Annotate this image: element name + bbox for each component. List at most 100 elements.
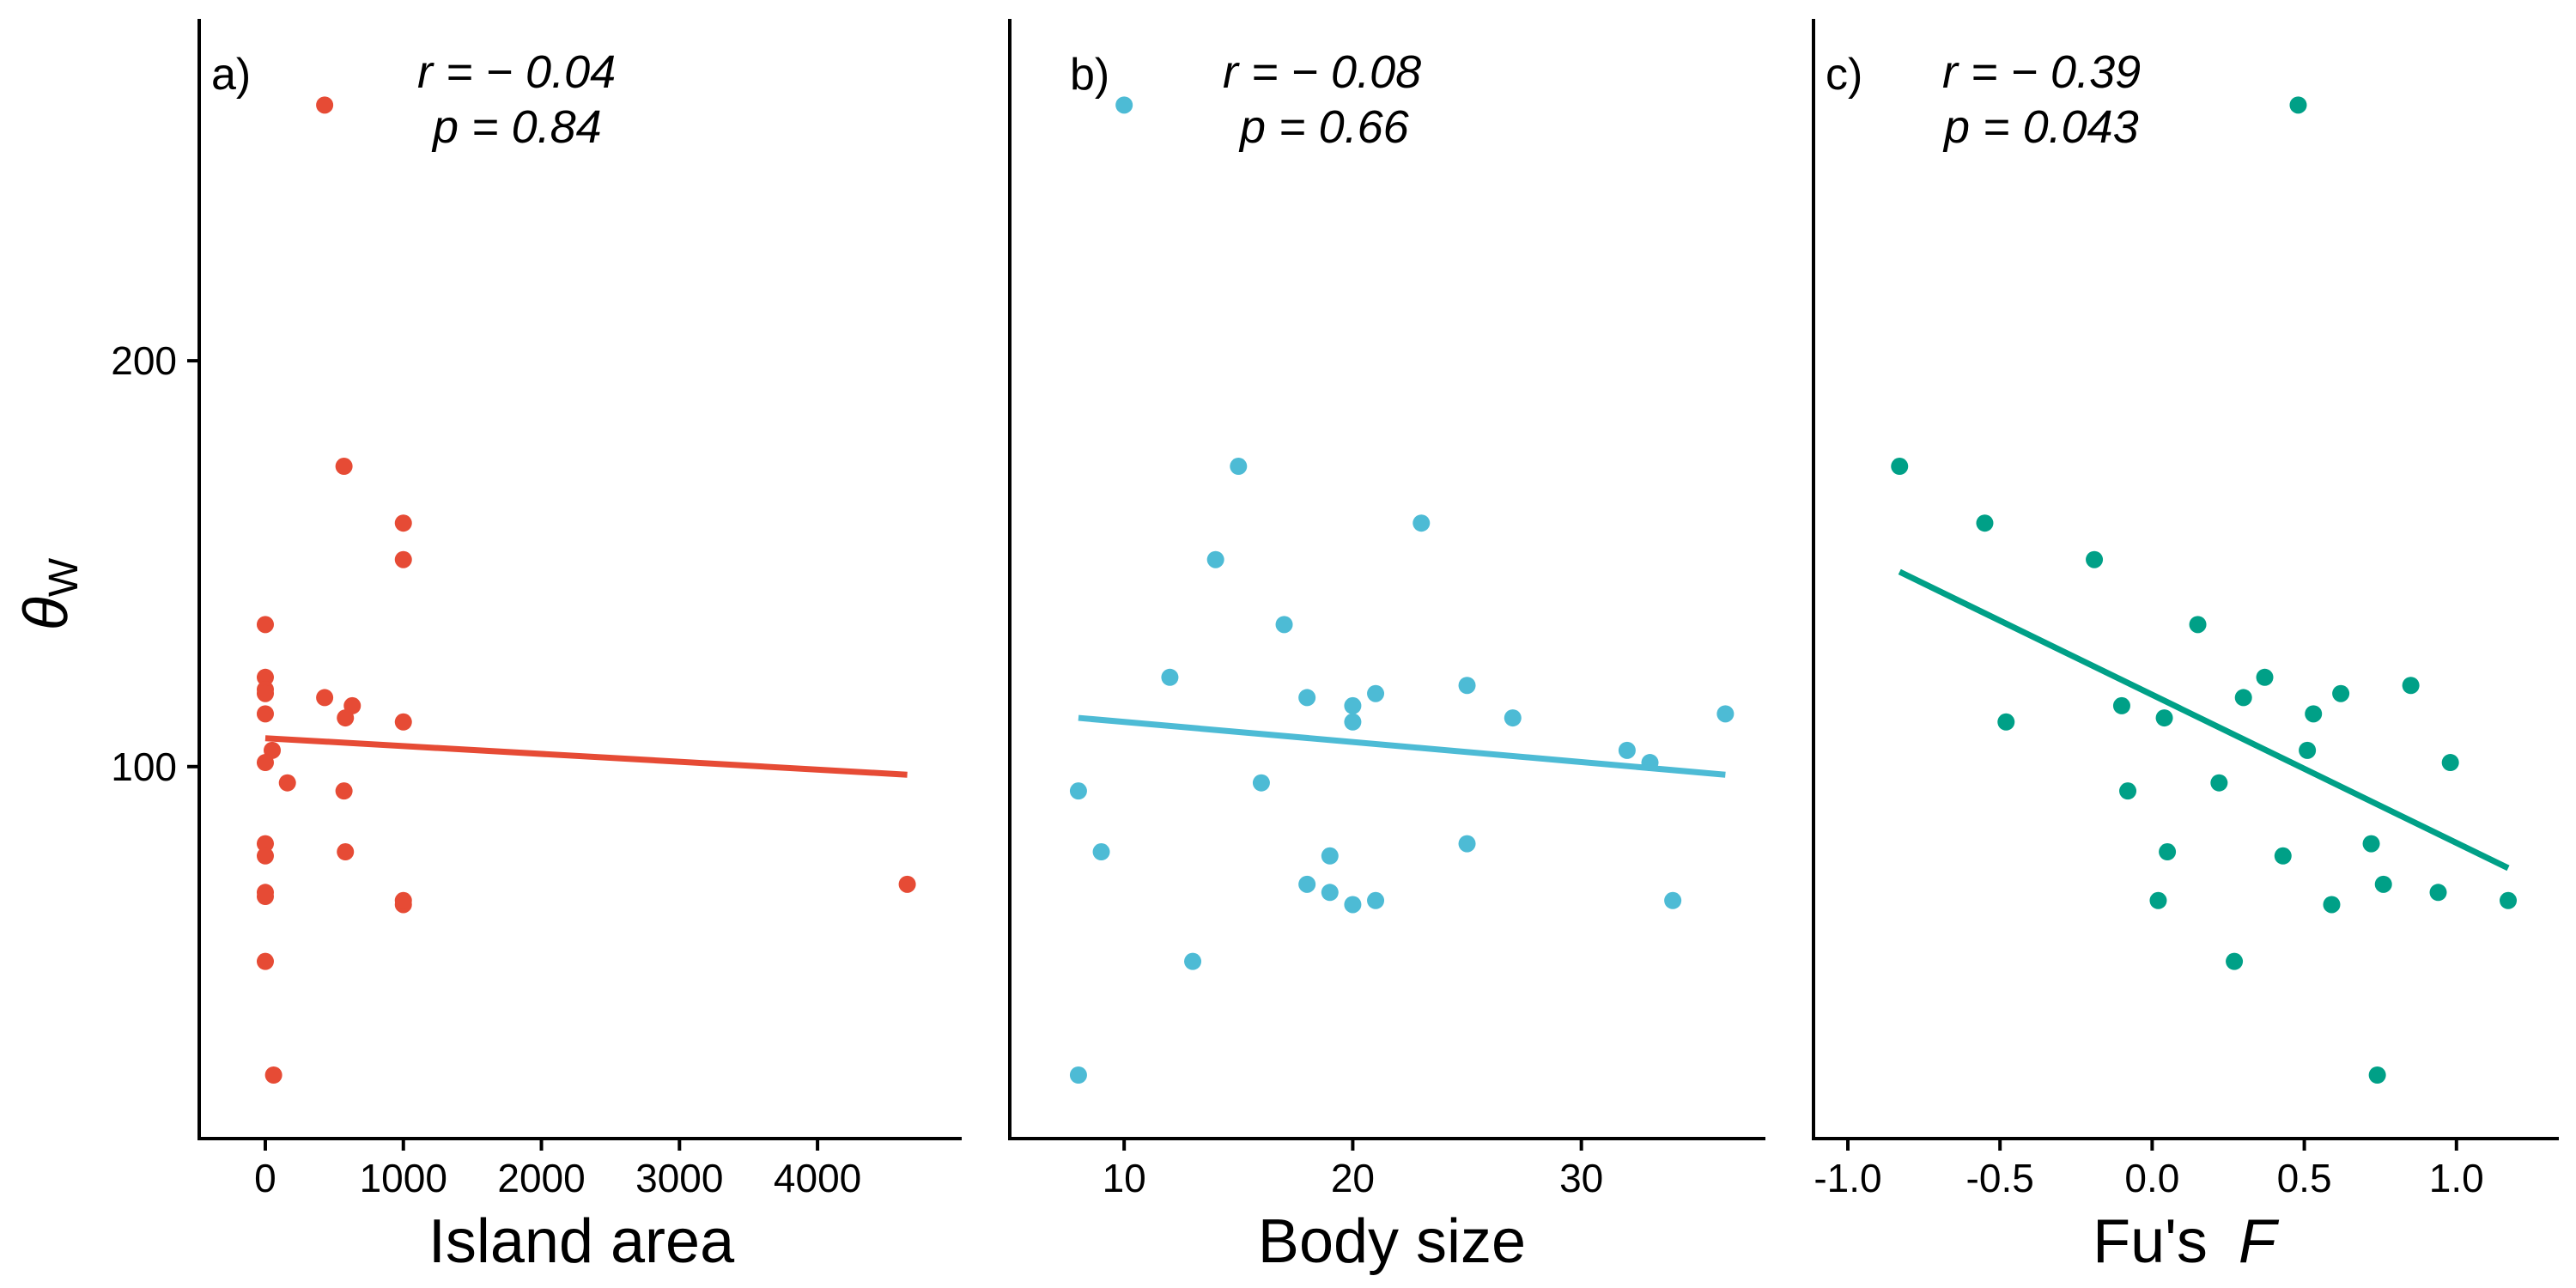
y-axis-ticks: 100 200 bbox=[111, 338, 199, 789]
panel-a-point bbox=[335, 782, 353, 800]
y-axis-title: θW bbox=[12, 557, 87, 630]
panel-island-area: 0 1000 2000 3000 4000 a) r = − 0.04 p = 0.84… bbox=[197, 19, 962, 1276]
panel-c-point bbox=[2374, 875, 2392, 893]
panel-c-marks bbox=[1891, 96, 2518, 1084]
panel-a-point bbox=[256, 668, 274, 686]
panel-a-x-tick-label: 3000 bbox=[635, 1156, 723, 1200]
panel-b-point bbox=[1344, 696, 1362, 714]
panel-c-x-tick-label: -0.5 bbox=[1966, 1156, 2034, 1200]
panel-a-point bbox=[394, 514, 412, 532]
panel-b-x-tick-label: 20 bbox=[1331, 1156, 1375, 1200]
panel-a-point bbox=[256, 847, 274, 865]
panel-c-x-ticks: -1.0 -0.5 0.0 0.5 1.0 bbox=[1814, 1139, 2484, 1200]
panel-c-point bbox=[1997, 713, 2015, 731]
panel-b-point bbox=[1367, 684, 1385, 702]
y-tick-label: 100 bbox=[111, 744, 177, 789]
panel-b-point bbox=[1115, 96, 1133, 114]
panel-c-point bbox=[1976, 514, 1994, 532]
panel-b-point bbox=[1413, 514, 1431, 532]
panel-c-x-tick-label: 1.0 bbox=[2429, 1156, 2484, 1200]
panel-c-point bbox=[2305, 705, 2323, 723]
panel-a-x-tick-label: 0 bbox=[254, 1156, 276, 1200]
panel-b-point bbox=[1161, 668, 1179, 686]
panel-a-point bbox=[316, 689, 334, 707]
panel-c-point bbox=[2189, 616, 2207, 634]
panel-a-point bbox=[394, 891, 412, 909]
y-tick-label: 200 bbox=[111, 338, 177, 383]
panel-c-x-axis-title-main: Fu's bbox=[2093, 1207, 2208, 1276]
panel-b-x-axis-title: Body size bbox=[1258, 1207, 1526, 1276]
panel-b-point bbox=[1458, 677, 1476, 695]
panel-c-x-axis-title: Fu's F bbox=[2093, 1207, 2280, 1276]
panel-b-point bbox=[1344, 896, 1362, 914]
panel-c-tag: c) bbox=[1826, 50, 1862, 100]
panel-c-point bbox=[2256, 668, 2274, 686]
panel-b-fit-line bbox=[1078, 714, 1726, 778]
panel-b-tag: b) bbox=[1070, 50, 1109, 100]
panel-c-point bbox=[2210, 774, 2228, 792]
panel-b-point bbox=[1230, 458, 1248, 476]
panel-c-r-stat: r = − 0.39 bbox=[1942, 46, 2141, 98]
panel-b-point bbox=[1321, 884, 1339, 902]
panel-a-point bbox=[256, 616, 274, 634]
panel-a-point bbox=[278, 774, 296, 792]
panel-a-p-stat: p = 0.84 bbox=[431, 101, 602, 153]
panel-c-point bbox=[2274, 847, 2292, 865]
panel-a-point bbox=[256, 705, 274, 723]
panel-b-point bbox=[1206, 550, 1224, 568]
panel-b-point bbox=[1618, 741, 1636, 759]
panel-a-x-tick-label: 4000 bbox=[774, 1156, 861, 1200]
panel-b-point bbox=[1069, 1066, 1087, 1084]
panel-a-point bbox=[394, 550, 412, 568]
panel-b-point bbox=[1321, 847, 1339, 865]
panel-c-x-axis-title-var: F bbox=[2239, 1207, 2280, 1276]
panel-a-x-ticks: 0 1000 2000 3000 4000 bbox=[254, 1139, 861, 1200]
panel-a-point bbox=[898, 875, 916, 893]
panel-b-point bbox=[1716, 705, 1735, 723]
panel-c-point bbox=[2332, 684, 2350, 702]
panel-b-point bbox=[1252, 774, 1270, 792]
panel-a-point bbox=[337, 843, 355, 861]
panel-b-point bbox=[1275, 616, 1293, 634]
panel-a-r-stat: r = − 0.04 bbox=[417, 46, 616, 98]
panel-c-point bbox=[2429, 884, 2447, 902]
panel-a-x-tick-label: 2000 bbox=[497, 1156, 585, 1200]
panel-a-point bbox=[256, 684, 274, 702]
panel-c-point bbox=[2112, 696, 2130, 714]
panel-c-point bbox=[2086, 550, 2104, 568]
panel-b-x-tick-label: 30 bbox=[1559, 1156, 1603, 1200]
panel-c-point bbox=[2500, 891, 2518, 909]
panel-c-point bbox=[2149, 891, 2167, 909]
panel-c-point bbox=[2362, 835, 2380, 853]
panel-c-point bbox=[2234, 689, 2252, 707]
panel-c-point bbox=[2299, 741, 2317, 759]
panel-a-x-tick-label: 1000 bbox=[360, 1156, 447, 1200]
panel-b-r-stat: r = − 0.08 bbox=[1223, 46, 1421, 98]
panel-a-point bbox=[256, 835, 274, 853]
panel-b-point bbox=[1504, 709, 1522, 727]
panel-c-point bbox=[2155, 709, 2173, 727]
panel-b-point bbox=[1298, 689, 1316, 707]
panel-b-point bbox=[1367, 891, 1385, 909]
panel-body-size: 10 20 30 b) r = − 0.08 p = 0.66 Body size bbox=[1008, 19, 1765, 1276]
y-axis-title-subscript: W bbox=[41, 557, 87, 597]
panel-c-point bbox=[2441, 754, 2459, 772]
panel-a-x-axis-title: Island area bbox=[428, 1207, 735, 1276]
panel-b-point bbox=[1092, 843, 1110, 861]
panel-a-tag: a) bbox=[211, 50, 251, 100]
panel-a-point bbox=[256, 952, 274, 970]
panel-c-x-tick-label: 0.0 bbox=[2124, 1156, 2179, 1200]
panel-c-point bbox=[2226, 952, 2244, 970]
panel-c-fit-line bbox=[1898, 568, 2510, 872]
panel-a-point bbox=[256, 754, 274, 772]
panel-a-point bbox=[264, 1066, 283, 1084]
panel-c-x-tick-label: -1.0 bbox=[1814, 1156, 1881, 1200]
panel-a-point bbox=[337, 709, 355, 727]
panel-a-point bbox=[394, 713, 412, 731]
panel-b-point bbox=[1344, 713, 1362, 731]
panel-c-x-tick-label: 0.5 bbox=[2277, 1156, 2332, 1200]
panel-a-point bbox=[335, 458, 353, 476]
panel-c-point bbox=[2323, 896, 2341, 914]
panel-c-point bbox=[2402, 677, 2420, 695]
